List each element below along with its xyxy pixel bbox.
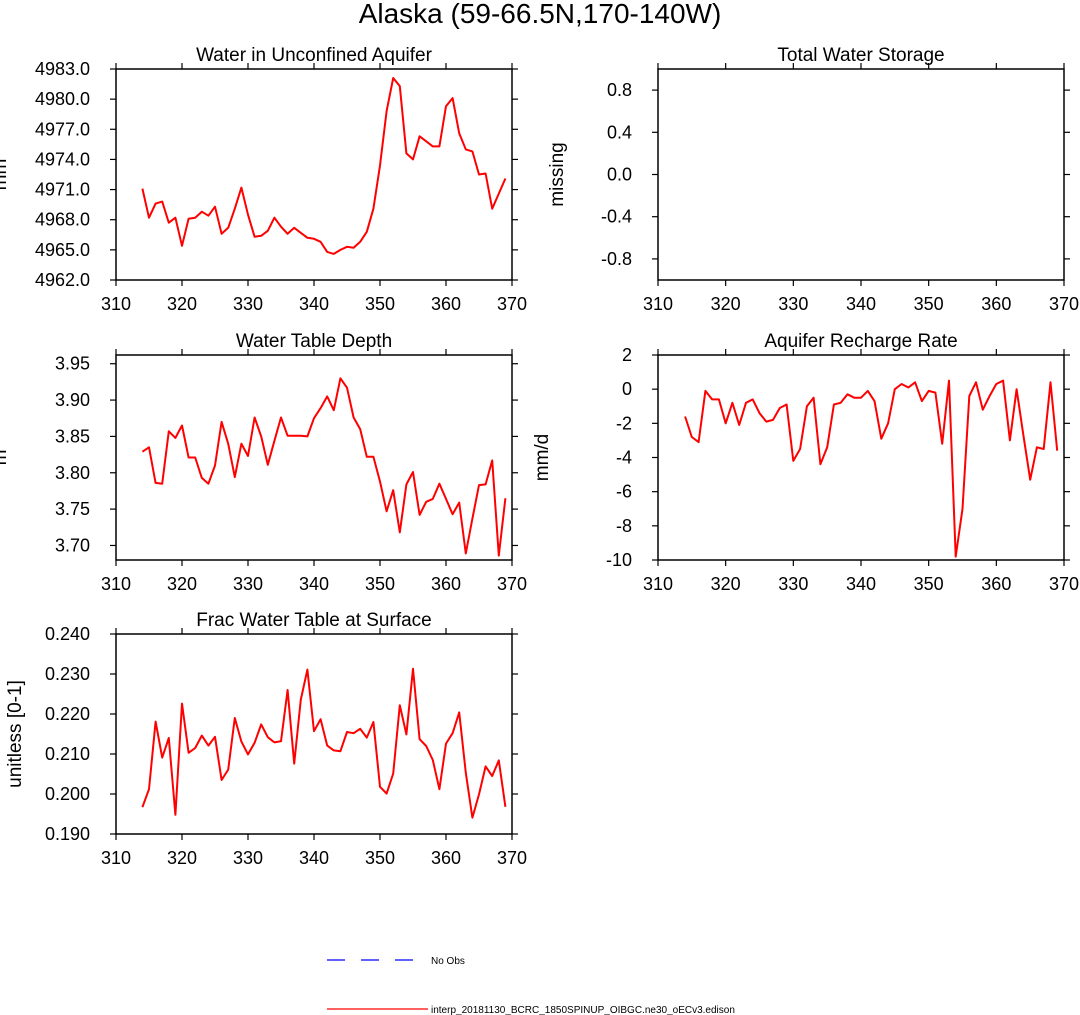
y-tick-label: 0.200 [45, 784, 90, 804]
y-tick-label: -8 [616, 516, 632, 536]
figure-title: Alaska (59-66.5N,170-140W) [359, 0, 722, 29]
y-axis-label: unitless [0-1] [5, 680, 26, 788]
x-tick-label: 370 [497, 294, 527, 314]
y-tick-label: 0.220 [45, 704, 90, 724]
legend-obs-label: No Obs [431, 956, 465, 967]
x-tick-label: 310 [101, 848, 131, 868]
y-axis-label: mm [0, 159, 11, 191]
y-tick-label: 0.4 [607, 122, 632, 142]
x-tick-label: 360 [431, 574, 461, 594]
y-tick-label: 3.75 [55, 499, 90, 519]
x-tick-label: 340 [299, 294, 329, 314]
x-tick-label: 310 [643, 574, 673, 594]
y-tick-label: 3.70 [55, 535, 90, 555]
x-tick-label: 320 [711, 294, 741, 314]
y-axis-label: mm/d [532, 434, 553, 482]
x-tick-label: 370 [1049, 574, 1079, 594]
panel-title: Aquifer Recharge Rate [764, 331, 957, 352]
panel-3: Water Table Depth 310 320 330 340 350 360 370 3.… [0, 331, 527, 594]
x-tick-label: 370 [1049, 294, 1079, 314]
y-axis-label: m [0, 450, 11, 466]
x-tick-label: 340 [846, 574, 876, 594]
x-tick-label: 310 [101, 574, 131, 594]
legend-model-label: interp_20181130_BCRC_1850SPINUP_OIBGC.ne… [431, 1005, 735, 1015]
panel-5: Frac Water Table at Surface 310 320 330 340 3… [5, 610, 527, 868]
x-tick-label: 340 [299, 848, 329, 868]
y-tick-label: -4 [616, 448, 632, 468]
legend: No Obs interp_20181130_BCRC_1850SPINUP_O… [327, 956, 735, 1015]
y-tick-label: 0.230 [45, 664, 90, 684]
panel-title: Water Table Depth [236, 331, 392, 352]
y-tick-label: 4980.0 [35, 89, 90, 109]
y-tick-label: 4965.0 [35, 240, 90, 260]
y-tick-label: 4983.0 [35, 59, 90, 79]
x-tick-label: 360 [431, 294, 461, 314]
y-tick-label: 0.0 [607, 165, 632, 185]
y-tick-label: 4974.0 [35, 149, 90, 169]
panel-frame [657, 68, 1065, 281]
x-tick-label: 330 [233, 848, 263, 868]
x-tick-label: 360 [431, 848, 461, 868]
y-tick-label: 0 [622, 379, 632, 399]
x-tick-label: 340 [846, 294, 876, 314]
y-tick-label: 3.95 [55, 354, 90, 374]
y-tick-label: -6 [616, 482, 632, 502]
y-tick-label: 4977.0 [35, 119, 90, 139]
x-tick-label: 370 [497, 848, 527, 868]
y-tick-label: -2 [616, 413, 632, 433]
plots-area: Water in Unconfined Aquifer 310 320 330 340 3… [0, 45, 1079, 868]
series-line [141, 667, 507, 819]
x-tick-label: 360 [981, 574, 1011, 594]
panel-title: Total Water Storage [777, 45, 944, 66]
panel-2: Total Water Storage 310 320 330 340 350 360 370… [547, 45, 1079, 314]
x-tick-label: 370 [497, 574, 527, 594]
x-tick-label: 350 [365, 848, 395, 868]
panel-title: Frac Water Table at Surface [196, 610, 432, 631]
series-line [684, 379, 1059, 558]
y-tick-label: 3.85 [55, 426, 90, 446]
x-tick-label: 350 [365, 294, 395, 314]
panel-1: Water in Unconfined Aquifer 310 320 330 340 3… [0, 45, 527, 314]
series-line [141, 77, 507, 255]
y-axis-label: missing [547, 142, 568, 206]
y-tick-label: -10 [606, 550, 632, 570]
y-tick-label: 2 [622, 345, 632, 365]
x-tick-label: 320 [167, 848, 197, 868]
x-tick-label: 350 [914, 294, 944, 314]
y-tick-label: 4971.0 [35, 180, 90, 200]
x-tick-label: 330 [233, 294, 263, 314]
y-tick-label: 3.80 [55, 463, 90, 483]
y-tick-label: 0.210 [45, 744, 90, 764]
y-tick-label: 4962.0 [35, 270, 90, 290]
x-tick-label: 320 [167, 294, 197, 314]
y-tick-label: 3.90 [55, 390, 90, 410]
x-tick-label: 330 [778, 294, 808, 314]
y-tick-label: -0.8 [601, 249, 632, 269]
x-tick-label: 330 [233, 574, 263, 594]
y-tick-label: -0.4 [601, 207, 632, 227]
x-tick-label: 320 [167, 574, 197, 594]
x-tick-label: 340 [299, 574, 329, 594]
y-tick-label: 0.190 [45, 824, 90, 844]
x-tick-label: 350 [914, 574, 944, 594]
y-tick-label: 0.240 [45, 624, 90, 644]
x-tick-label: 360 [981, 294, 1011, 314]
panel-4: Aquifer Recharge Rate 310 320 330 340 350 360 3… [532, 331, 1079, 594]
x-tick-label: 310 [643, 294, 673, 314]
series-line [141, 377, 507, 557]
x-tick-label: 350 [365, 574, 395, 594]
x-tick-label: 320 [711, 574, 741, 594]
x-tick-label: 330 [778, 574, 808, 594]
panel-title: Water in Unconfined Aquifer [196, 45, 433, 66]
panel-frame [115, 354, 513, 561]
x-tick-label: 310 [101, 294, 131, 314]
y-tick-label: 4968.0 [35, 210, 90, 230]
y-tick-label: 0.8 [607, 80, 632, 100]
